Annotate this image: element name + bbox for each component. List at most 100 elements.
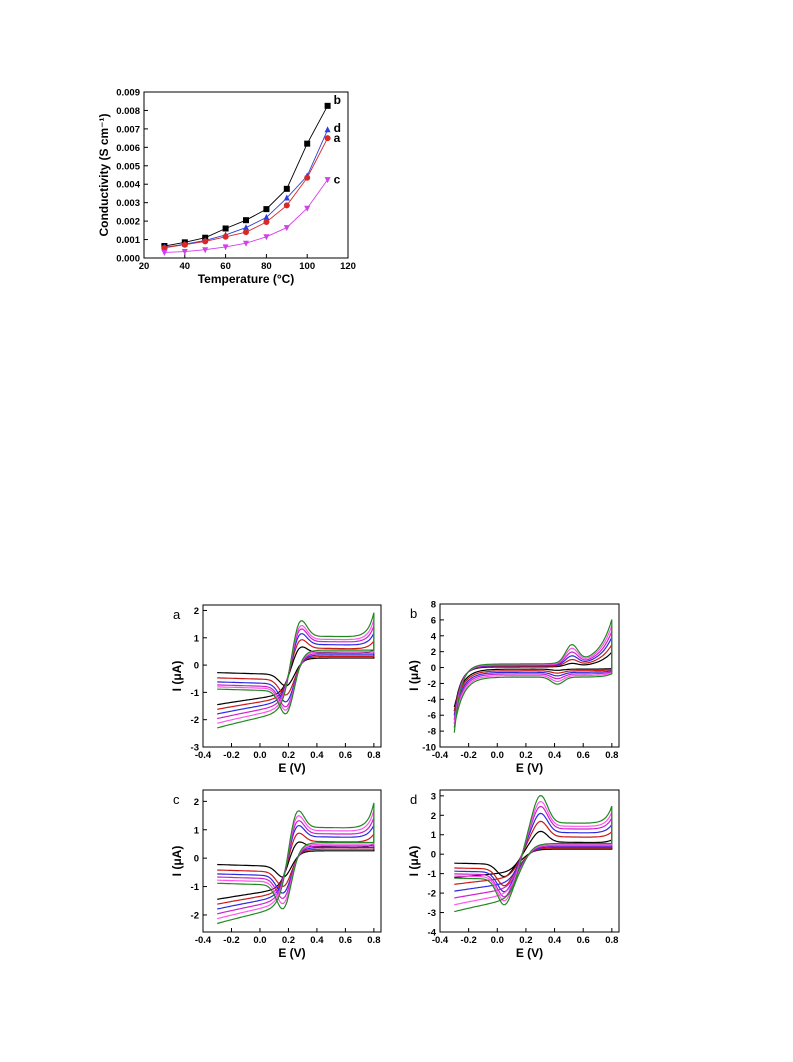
panel-label: b [410,606,417,621]
data-point [243,229,249,236]
y-axis-title: I (μA) [407,660,421,691]
y-tick-label: -1 [191,688,200,699]
x-tick-label: 0.2 [519,750,532,761]
data-point [263,206,270,213]
x-tick-label: 100 [299,261,315,272]
y-tick-label: 1 [194,633,200,644]
data-point [263,219,270,226]
y-tick-label: 0 [194,661,199,672]
y-tick-label: 0 [431,850,436,861]
x-tick-label: 0.6 [339,935,352,946]
cv-d-curves [454,794,613,913]
y-tick-label: -8 [428,727,436,738]
x-tick-label: 0.2 [282,935,295,946]
x-tick-label: 0.4 [310,750,324,761]
panel-label: a [173,607,181,622]
y-axis-title: I (μA) [407,846,421,877]
data-point [202,238,209,245]
data-point [161,244,168,251]
data-point [181,241,188,248]
x-tick-label: 0.8 [605,935,618,946]
y-tick-label: -1 [191,882,200,893]
x-tick-label: -0.4 [195,750,212,761]
cv-curve [217,802,375,925]
y-tick-label: -6 [428,711,436,722]
data-point [263,213,270,220]
data-point [324,102,331,109]
x-tick-label: -0.2 [460,750,476,761]
y-tick-label: -2 [428,889,436,900]
cv-c-plot-frame [202,789,382,933]
y-axis-title: Conductivity (S cm⁻¹) [97,113,111,236]
cv-curve [453,619,613,733]
data-point [243,217,249,224]
data-point [324,177,331,184]
y-tick-label: -2 [428,679,436,690]
x-tick-label: 0.2 [519,935,532,946]
cv-a-curves [217,612,375,729]
y-tick-label: 0.007 [116,124,140,135]
data-point [243,224,249,231]
data-point [283,202,290,209]
x-axis-title: E (V) [516,946,543,960]
x-tick-label: 0.6 [339,750,352,761]
x-tick-label: 0.2 [282,750,295,761]
data-point [304,174,311,181]
data-point [222,233,229,240]
y-tick-label: 2 [431,647,436,658]
data-point [222,244,229,251]
x-axis-title: E (V) [278,761,305,775]
x-tick-label: 0.4 [310,935,324,946]
data-point [324,126,331,133]
x-tick-label: 80 [261,261,272,272]
data-point [304,205,311,212]
series-b: b [161,93,341,250]
cv-curve [454,800,613,906]
x-tick-label: 0.6 [577,750,590,761]
series-d: d [161,121,341,250]
y-tick-label: 1 [194,825,200,836]
cv-curve [454,830,613,879]
y-tick-label: -4 [428,695,437,706]
x-tick-label: 0.0 [491,750,504,761]
y-tick-label: 0 [194,854,199,865]
x-tick-label: 0.4 [548,935,562,946]
y-tick-label: 0.002 [116,217,140,228]
x-tick-label: 0.0 [491,935,504,946]
cv-curve [217,612,375,729]
data-point [263,234,270,241]
data-point [202,247,209,254]
cv-b-curves [453,619,613,733]
y-tick-label: 2 [431,811,436,822]
x-tick-label: -0.2 [223,750,239,761]
series-label: c [334,173,341,187]
cv-d-plot-frame [439,789,620,933]
y-tick-label: -2 [191,910,199,921]
y-tick-label: 0.006 [116,143,140,154]
x-tick-label: 40 [180,261,191,272]
y-tick-label: 0.003 [116,198,140,209]
x-tick-label: 0.6 [577,935,590,946]
series-label: d [334,121,341,135]
y-tick-label: 0.004 [116,180,140,191]
x-tick-label: 0.4 [548,750,562,761]
cv-a-plot-frame [202,604,382,748]
x-tick-label: 120 [340,261,356,272]
y-tick-label: -10 [422,743,436,754]
y-tick-label: 3 [431,791,436,802]
x-tick-label: 60 [220,261,231,272]
y-tick-label: 4 [431,631,437,642]
data-point [222,225,229,232]
y-tick-label: 6 [431,615,436,626]
data-point [181,249,188,256]
series-a: a [161,131,341,251]
conductivity-axes: 20 40 60 80 100 120 0.000 0.001 0.002 0.003 0.004 0… [97,88,356,287]
data-point [304,140,311,147]
y-tick-label: 0.000 [116,254,140,265]
series-label: b [334,93,341,107]
y-tick-label: 2 [194,606,199,617]
x-tick-label: 0.0 [253,750,266,761]
y-tick-label: -1 [428,869,437,880]
x-tick-label: 0.8 [605,750,618,761]
